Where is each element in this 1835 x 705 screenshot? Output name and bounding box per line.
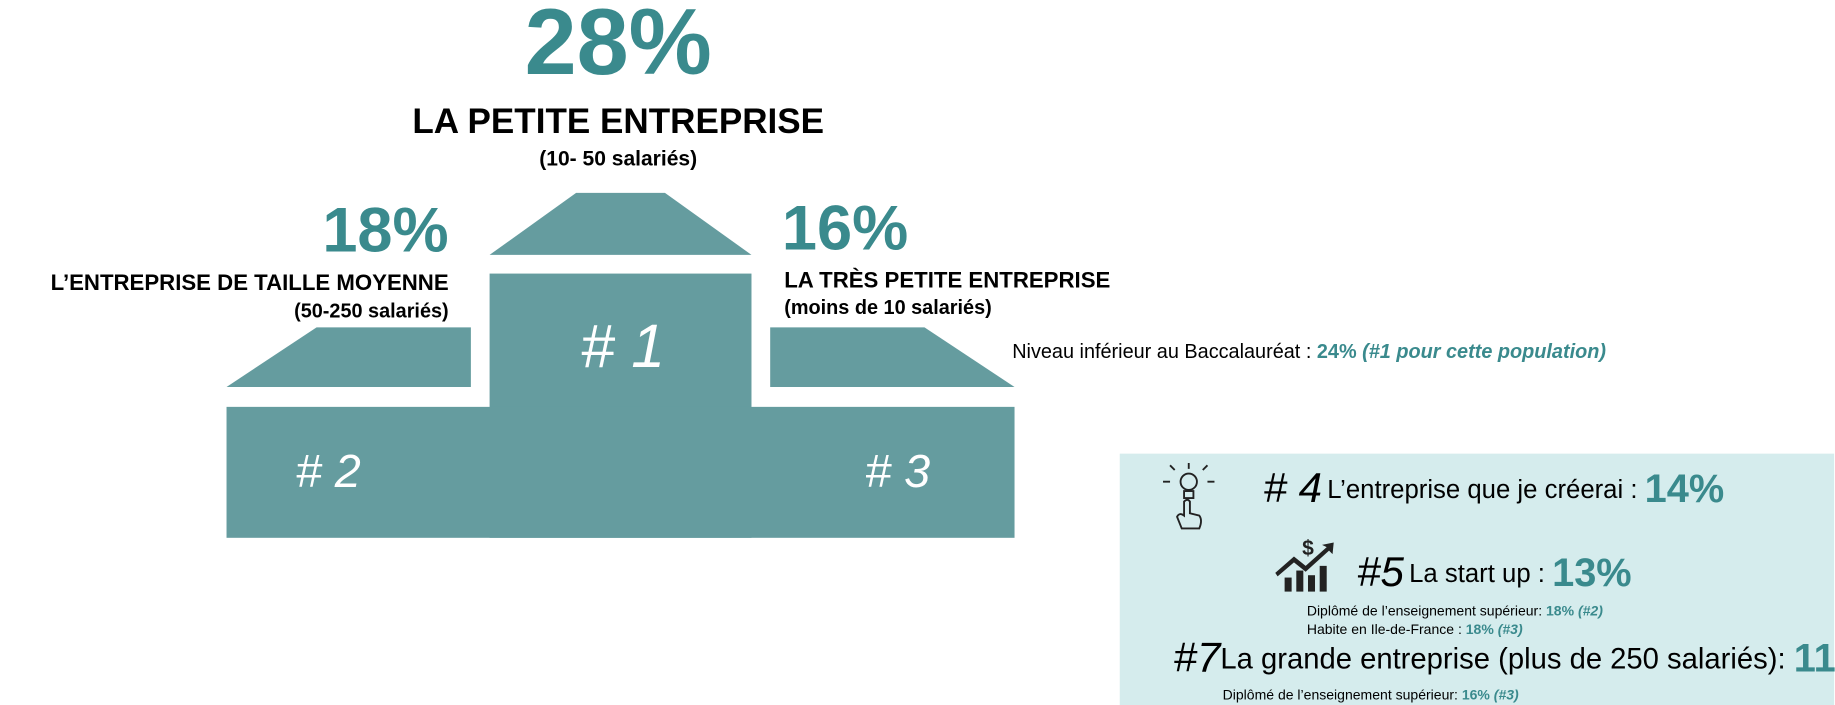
note-detail: (#1 pour cette population): [1357, 341, 1607, 363]
note-detail: (#3): [1494, 621, 1523, 637]
podium: [226, 192, 1015, 538]
podium-cap: [489, 192, 752, 255]
podium-base: [226, 406, 1015, 538]
item: # 4 L’entreprise que je créerai : 14%: [1264, 464, 1725, 511]
item-value: 14%: [1645, 467, 1725, 511]
note-text: Diplômé de l’enseignement supérieur:: [1307, 602, 1546, 618]
svg-text:$: $: [1302, 537, 1314, 560]
podium-cap: [770, 327, 1015, 387]
value: 16%: [782, 193, 908, 263]
note-text: Diplômé de l’enseignement supérieur:: [1223, 686, 1462, 702]
subtitle: (moins de 10 salariés): [784, 297, 992, 319]
note-text: Habite en Ile-de-France :: [1307, 621, 1466, 637]
rank: # 3: [865, 445, 930, 497]
item-note: Diplômé de l’enseignement supérieur: 16%…: [1223, 686, 1519, 702]
title: LA PETITE ENTREPRISE: [412, 102, 824, 141]
title: L’ENTREPRISE DE TAILLE MOYENNE: [51, 270, 449, 295]
title: LA TRÈS PETITE ENTREPRISE: [784, 268, 1110, 293]
item-rank: #7: [1174, 634, 1222, 681]
item-rank: # 4: [1264, 464, 1322, 511]
note-detail: (#3): [1490, 686, 1519, 702]
note-value: 24%: [1317, 341, 1357, 363]
chart-icon: $: [1275, 537, 1334, 592]
note: Niveau inférieur au Baccalauréat : 24% (…: [1012, 341, 1606, 363]
item-rank: #5: [1357, 548, 1404, 595]
item-value: 13%: [1552, 551, 1632, 595]
item-label: La grande entreprise (plus de 250 salari…: [1220, 643, 1793, 675]
note-value: 18%: [1546, 602, 1575, 618]
item: #5 La start up : 13%: [1357, 548, 1632, 595]
item: #7La grande entreprise (plus de 250 sala…: [1174, 634, 1835, 681]
rank: # 1: [581, 312, 666, 380]
item-label: L’entreprise que je créerai :: [1327, 476, 1644, 504]
value: 18%: [322, 196, 448, 266]
note-text: Niveau inférieur au Baccalauréat :: [1012, 341, 1317, 363]
panel: [1119, 453, 1835, 705]
value: 28%: [525, 0, 712, 94]
idea-icon: [1163, 462, 1215, 530]
item-value: 11%: [1794, 636, 1835, 680]
item-note: Habite en Ile-de-France : 18% (#3): [1307, 621, 1523, 637]
subtitle: (50-250 salariés): [294, 300, 449, 322]
podium-cap: [226, 327, 471, 387]
subtitle: (10- 50 salariés): [539, 148, 697, 171]
note-value: 16%: [1462, 686, 1491, 702]
note-detail: (#2): [1574, 602, 1603, 618]
rank: # 2: [296, 445, 361, 497]
item-label: La start up :: [1409, 560, 1552, 588]
note-value: 18%: [1466, 621, 1495, 637]
item-note: Diplômé de l’enseignement supérieur: 18%…: [1307, 602, 1603, 618]
